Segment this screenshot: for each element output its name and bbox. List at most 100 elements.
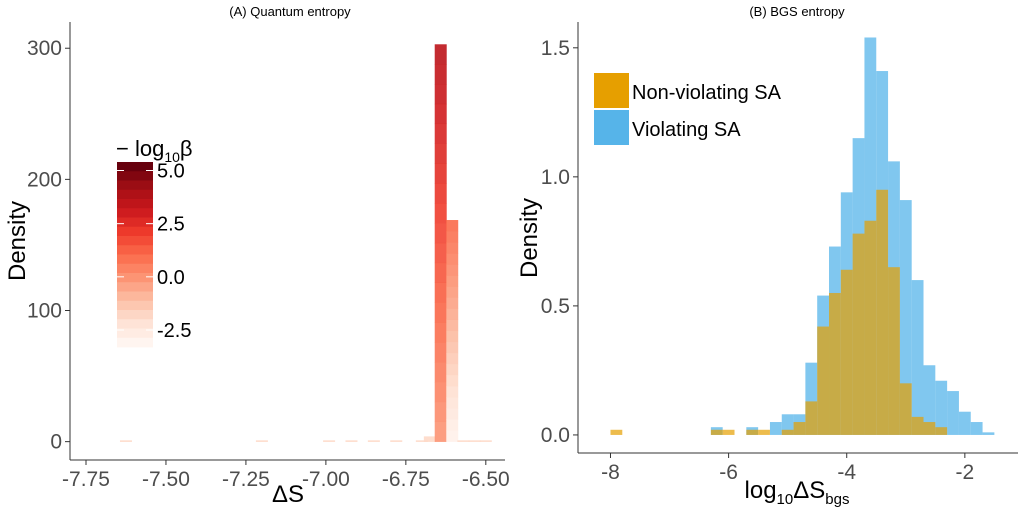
histogram-bar-segment	[434, 362, 447, 383]
histogram-bar	[805, 362, 818, 435]
histogram-bar-segment	[434, 223, 447, 244]
panel-b-x-axis-title: log10ΔSbgs	[745, 477, 850, 508]
histogram-bar-segment	[434, 342, 447, 363]
colorbar-step	[117, 199, 153, 209]
colorbar-step	[117, 180, 153, 191]
panel-b-x-axis-title-mid: ΔS	[793, 477, 825, 504]
histogram-bar-segment	[434, 64, 447, 85]
histogram-bar	[911, 280, 924, 435]
histogram-bar-segment	[434, 282, 447, 303]
histogram-bar	[390, 440, 403, 442]
colorbar-step	[117, 254, 153, 265]
y-tick-label: 1.5	[541, 37, 570, 60]
colorbar-step	[117, 189, 153, 200]
colorbar-tick-label: 5.0	[157, 161, 185, 183]
colorbar-title-prefix: − log	[116, 136, 164, 161]
histogram-bar	[323, 440, 336, 442]
y-tick-label: 0.5	[541, 295, 570, 318]
colorbar-step	[117, 328, 153, 339]
histogram-bar	[722, 429, 735, 435]
colorbar-step	[117, 162, 153, 172]
x-tick-label: -7.00	[302, 468, 350, 491]
colorbar-tick-label: -2.5	[157, 320, 191, 342]
colorbar-step	[117, 282, 153, 292]
histogram-bar-segment	[390, 440, 403, 442]
histogram-bar-segment	[446, 297, 459, 309]
colorbar-title-suffix: β	[180, 136, 193, 161]
histogram-bar-segment	[446, 242, 459, 254]
y-tick-label: 0	[50, 431, 62, 454]
histogram-bar	[935, 427, 948, 435]
histogram-bar	[468, 440, 481, 442]
histogram-bar-segment	[434, 203, 447, 224]
colorbar-gradient	[117, 162, 153, 348]
histogram-bar-segment	[119, 440, 132, 442]
histogram-bar-segment	[468, 440, 481, 442]
histogram-bar	[840, 269, 853, 435]
y-tick-label: 0.0	[541, 424, 570, 447]
panel-b: (B) BGS entropy 0.0 0.5 1.0 1.5 -8 -6 -4 -2 lo…	[516, 4, 1018, 508]
legend-swatch-violating	[594, 110, 629, 145]
histogram-bar	[899, 383, 912, 435]
panel-b-x-axis-title-main: log	[745, 477, 777, 504]
x-tick-label: -2	[956, 461, 975, 484]
histogram-bar-segment	[434, 401, 447, 423]
histogram-bar-segment	[434, 382, 447, 403]
y-tick-label: 200	[27, 168, 62, 191]
x-tick-label: -6	[719, 461, 738, 484]
panel-a-y-ticks: 0 100 200 300	[27, 37, 70, 454]
histogram-bar	[769, 422, 782, 435]
histogram-bar-segment	[446, 264, 459, 276]
y-tick-label: 100	[27, 300, 62, 323]
colorbar-step	[117, 171, 153, 181]
histogram-bar	[457, 440, 470, 442]
histogram-bar-segment	[446, 319, 459, 332]
histogram-bar	[805, 401, 818, 435]
histogram-bar-segment	[446, 352, 459, 365]
histogram-bar	[888, 267, 900, 435]
histogram-bar-segment	[255, 440, 268, 442]
histogram-bar	[119, 440, 132, 442]
colorbar-step	[117, 236, 153, 246]
histogram-bar-segment	[434, 302, 447, 323]
colorbar-tick-label: 0.0	[157, 267, 185, 289]
colorbar-step	[117, 263, 153, 274]
histogram-bar-segment	[446, 430, 459, 442]
histogram-bar-segment	[446, 386, 459, 398]
histogram-bar	[423, 436, 436, 442]
colorbar-step	[117, 319, 153, 329]
panel-a-title: (A) Quantum entropy	[229, 4, 351, 19]
histogram-bar	[970, 422, 983, 435]
histogram-bar-segment	[446, 419, 459, 431]
colorbar-step	[117, 337, 153, 348]
x-tick-label: -4	[837, 461, 856, 484]
histogram-bar	[781, 429, 794, 435]
histogram-bar-segment	[457, 440, 470, 442]
histogram-bar	[710, 429, 723, 435]
histogram-bar-segment	[446, 397, 459, 409]
histogram-bar-segment	[446, 253, 459, 265]
histogram-bar	[911, 416, 924, 435]
histogram-bar-segment	[434, 123, 447, 144]
histogram-bar	[781, 414, 794, 435]
histogram-bar	[434, 44, 447, 442]
panel-b-x-ticks: -8 -6 -4 -2	[601, 453, 974, 484]
panel-a: (A) Quantum entropy 0 100 200 300 -7.75 -7.5…	[4, 4, 510, 508]
colorbar-step	[117, 300, 153, 311]
histogram-bar	[864, 220, 877, 435]
histogram-bar-segment	[345, 440, 358, 442]
histogram-bar-segment	[367, 440, 380, 442]
histogram-bar	[923, 422, 936, 435]
colorbar-step	[117, 310, 153, 320]
legend-swatch-non-violating	[594, 73, 629, 108]
panel-b-x-axis-title-sub1: 10	[777, 491, 794, 508]
histogram-bar-segment	[446, 375, 459, 387]
histogram-bar-segment	[446, 286, 459, 298]
panel-b-y-axis-title: Density	[516, 198, 543, 278]
histogram-bar	[415, 440, 428, 442]
colorbar-step	[117, 217, 153, 228]
colorbar-step	[117, 245, 153, 255]
x-tick-label: -6.50	[462, 468, 510, 491]
